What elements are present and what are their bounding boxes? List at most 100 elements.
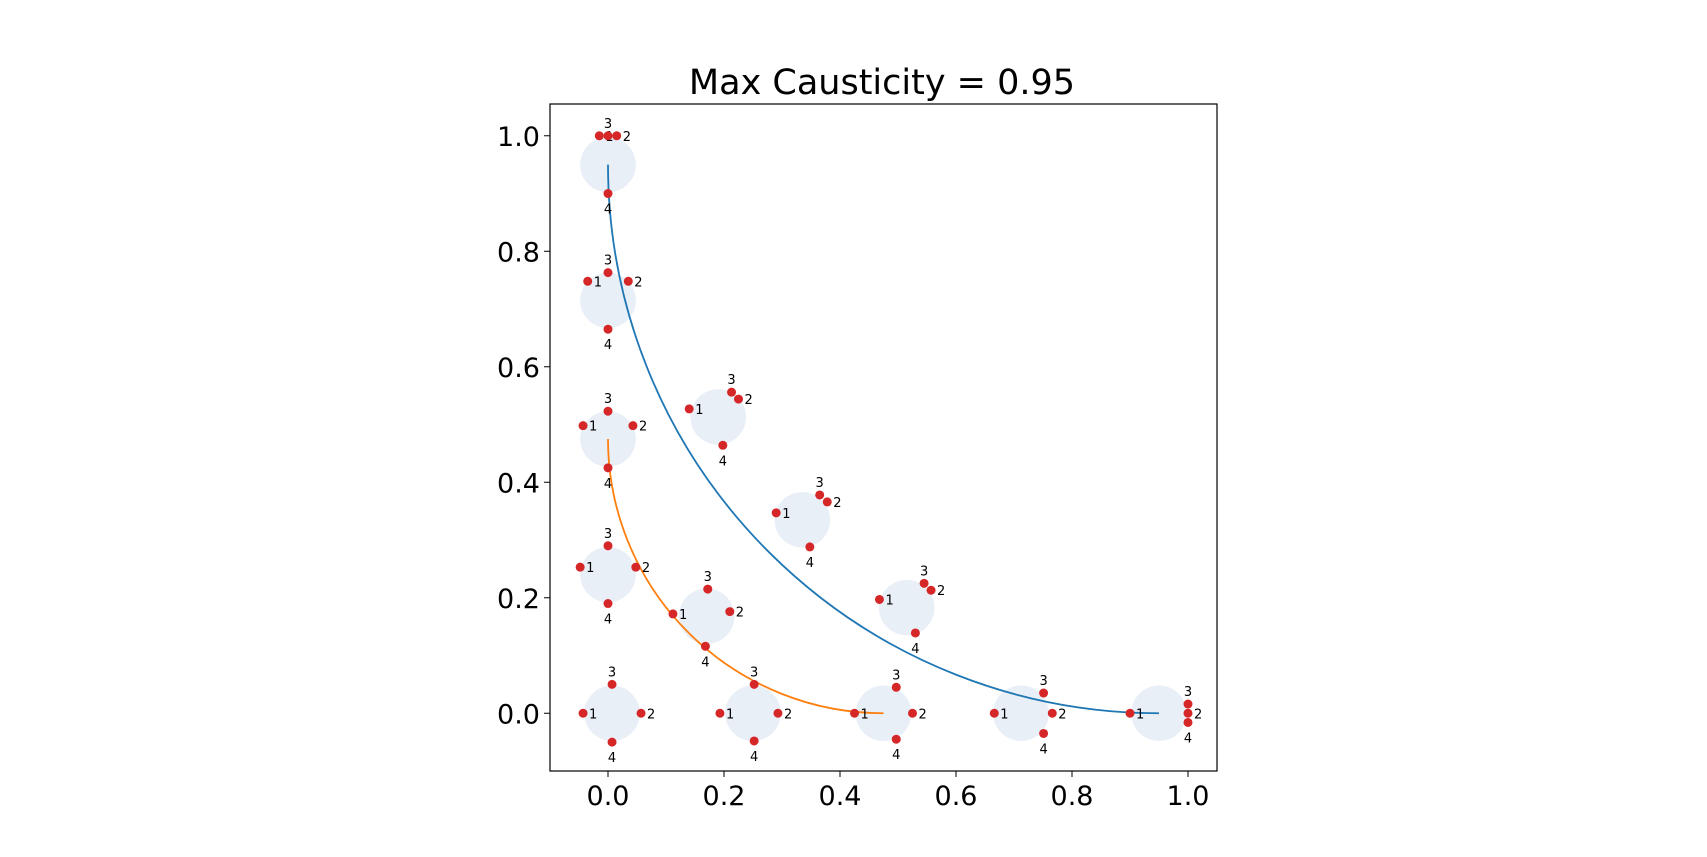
point-label-11-1: 1 xyxy=(1000,707,1008,722)
point-label-12-3: 3 xyxy=(1184,685,1192,700)
point-label-9-2: 2 xyxy=(784,707,792,722)
group-circle-6 xyxy=(774,492,831,548)
x-tick-label-1: 0.2 xyxy=(703,781,746,812)
point-12-3 xyxy=(1183,699,1193,709)
point-label-2-3: 3 xyxy=(604,392,612,407)
x-tick-label-5: 1.0 xyxy=(1167,781,1210,812)
plot-area: 1234123412341234123412341234123412341234… xyxy=(575,117,1202,766)
point-label-6-2: 2 xyxy=(833,496,841,511)
group-circle-7 xyxy=(678,588,735,644)
point-label-0-4: 4 xyxy=(604,203,612,218)
point-10-1 xyxy=(850,708,859,718)
y-axis: 0.0 0.2 0.4 0.6 0.8 1.0 xyxy=(497,122,550,730)
point-7-4 xyxy=(700,641,710,651)
point-6-1 xyxy=(771,508,781,518)
point-0-3 xyxy=(603,131,613,141)
x-tick-label-3: 0.6 xyxy=(935,781,978,812)
x-tick-label-0: 0.0 xyxy=(587,781,630,812)
point-label-11-2: 2 xyxy=(1058,707,1066,722)
point-label-2-1: 1 xyxy=(589,420,597,435)
point-1-4 xyxy=(603,324,613,334)
point-label-9-3: 3 xyxy=(750,665,758,680)
point-8-1 xyxy=(874,594,884,604)
point-label-9-4: 4 xyxy=(750,750,758,765)
point-3-2 xyxy=(631,562,641,572)
point-label-5-4: 4 xyxy=(719,454,727,469)
point-9-4 xyxy=(749,736,759,746)
point-1-1 xyxy=(583,276,593,286)
x-axis: 0.0 0.2 0.4 0.6 0.8 1.0 xyxy=(587,771,1210,812)
chart-title: Max Causticity = 0.95 xyxy=(689,63,1075,103)
point-label-9-1: 1 xyxy=(726,707,734,722)
point-label-1-3: 3 xyxy=(604,254,612,269)
group-circle-8 xyxy=(878,579,935,636)
point-6-2 xyxy=(822,497,832,507)
y-tick-label-5: 1.0 xyxy=(497,122,540,153)
point-6-4 xyxy=(805,542,815,552)
point-10-3 xyxy=(891,682,901,692)
point-2-3 xyxy=(603,406,613,416)
point-3-3 xyxy=(603,541,613,551)
point-label-8-1: 1 xyxy=(885,593,893,608)
y-tick-label-0: 0.0 xyxy=(497,699,540,730)
axes-frame xyxy=(549,103,1218,772)
point-9-3 xyxy=(749,679,759,689)
point-label-2-2: 2 xyxy=(639,420,647,435)
point-9-1 xyxy=(715,708,725,718)
x-tick-label-2: 0.4 xyxy=(819,781,862,812)
point-5-2 xyxy=(734,394,743,404)
point-7-1 xyxy=(668,609,678,619)
curve-1 xyxy=(607,438,884,715)
point-4-1 xyxy=(578,708,588,718)
point-label-7-2: 2 xyxy=(736,606,744,621)
point-label-8-3: 3 xyxy=(920,564,928,579)
point-label-5-1: 1 xyxy=(695,403,703,418)
point-4-2 xyxy=(636,708,646,718)
point-12-2 xyxy=(1183,708,1193,718)
point-label-11-4: 4 xyxy=(1039,742,1047,757)
point-7-3 xyxy=(703,584,713,594)
point-label-2-4: 4 xyxy=(604,477,612,492)
point-label-3-3: 3 xyxy=(604,527,612,542)
point-label-5-2: 2 xyxy=(745,393,753,408)
y-tick-label-1: 0.2 xyxy=(497,584,540,615)
point-8-3 xyxy=(919,578,929,588)
point-label-6-4: 4 xyxy=(806,556,814,571)
point-label-10-1: 1 xyxy=(861,707,869,722)
point-10-2 xyxy=(908,708,917,718)
point-label-4-2: 2 xyxy=(647,707,655,722)
point-1-2 xyxy=(623,276,633,286)
curve-0 xyxy=(607,164,1160,715)
group-circle-5 xyxy=(690,389,747,445)
point-8-2 xyxy=(926,585,936,595)
point-label-8-2: 2 xyxy=(937,584,945,599)
point-label-10-4: 4 xyxy=(892,748,900,763)
point-label-3-2: 2 xyxy=(642,561,650,576)
point-11-2 xyxy=(1047,708,1057,718)
point-label-6-1: 1 xyxy=(782,507,790,522)
y-tick-label-4: 0.8 xyxy=(497,237,540,268)
point-label-1-1: 1 xyxy=(594,275,602,290)
y-tick-label-3: 0.6 xyxy=(497,353,540,384)
point-5-4 xyxy=(718,440,728,450)
point-4-3 xyxy=(607,679,617,689)
point-9-2 xyxy=(773,708,783,718)
point-0-2 xyxy=(612,131,622,141)
point-label-1-2: 2 xyxy=(634,275,642,290)
point-label-10-2: 2 xyxy=(919,707,927,722)
point-2-2 xyxy=(628,421,638,431)
point-5-3 xyxy=(727,387,737,397)
point-6-3 xyxy=(815,490,825,500)
point-0-4 xyxy=(603,189,613,199)
group-circle-9 xyxy=(725,685,781,741)
point-label-3-4: 4 xyxy=(604,613,612,628)
group-circle-4 xyxy=(584,685,640,741)
point-label-11-3: 3 xyxy=(1039,674,1047,689)
point-label-5-3: 3 xyxy=(727,373,735,388)
point-label-1-4: 4 xyxy=(604,338,612,353)
point-label-7-4: 4 xyxy=(701,655,709,670)
point-label-6-3: 3 xyxy=(816,476,824,491)
point-10-4 xyxy=(891,734,901,744)
point-label-7-3: 3 xyxy=(704,570,712,585)
